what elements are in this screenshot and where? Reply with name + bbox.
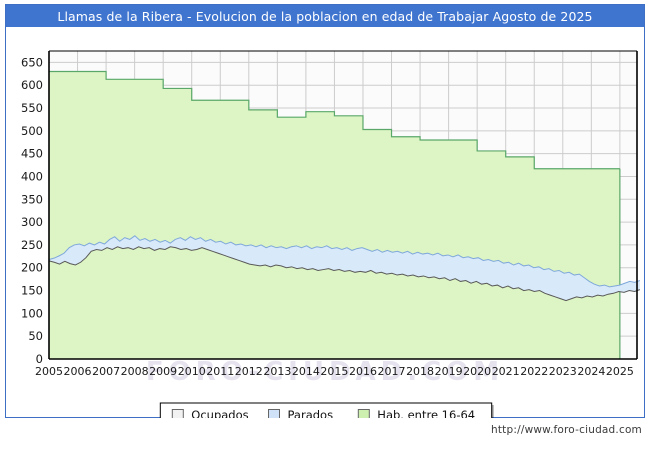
x-axis-tick-label: 2012 [235,365,263,378]
legend-label: Parados [288,408,334,418]
x-axis-tick-label: 2010 [178,365,206,378]
y-axis-tick-label: 600 [21,78,43,92]
series-line-parados [48,235,641,288]
x-axis-tick-label: 2006 [64,365,92,378]
page-title: Llamas de la Ribera - Evolucion de la po… [57,8,593,24]
y-axis-tick-label: 150 [21,284,43,298]
y-axis-tick-label: 400 [21,169,43,183]
y-axis-tick-label: 50 [28,329,43,343]
x-axis-tick-label: 2024 [577,365,605,378]
legend-swatch [171,409,184,418]
x-axis-tick-label: 2020 [463,365,491,378]
x-axis-tick-label: 2014 [292,365,320,378]
y-axis-tick-label: 0 [36,352,43,366]
x-axis-tick-label: 2013 [263,365,291,378]
x-axis-tick-label: 2025 [606,365,634,378]
y-axis-tick-label: 300 [21,215,43,229]
legend-swatch [268,409,280,418]
legend-box [159,402,493,418]
x-axis-tick-label: 2011 [206,365,234,378]
legend-swatch [357,409,370,418]
x-axis-tick-label: 2015 [320,365,348,378]
x-axis-tick-label: 2022 [520,365,548,378]
plot-area-wrapper: FORO-CIUDAD.COM FORO-CIUDAD.COM 05010015… [6,27,644,418]
y-axis-tick-label: 650 [21,55,43,69]
legend-label: Hab. entre 16-64 [377,408,475,418]
source-url: http://www.foro-ciudad.com [491,424,642,436]
chart-plot: 0 50 100 150 200 250 300 350 400 450 500 550 600 650 2… [21,50,641,418]
x-axis-tick-label: 2005 [35,365,63,378]
y-axis-tick-label: 550 [21,101,43,115]
y-axis-tick-label: 250 [21,238,43,252]
x-axis-tick-label: 2021 [492,365,520,378]
chart-container: Llamas de la Ribera - Evolucion de la po… [5,4,645,418]
chart-title-bar: Llamas de la Ribera - Evolucion de la po… [6,5,644,27]
series-area-parados [49,235,640,301]
y-axis-tick-label: 100 [21,306,43,320]
legend-label: Ocupados [191,408,248,418]
x-axis-tick-label: 2023 [549,365,577,378]
x-axis-tick-label: 2017 [378,365,406,378]
y-axis-tick-label: 350 [21,192,43,206]
y-axis-tick-label: 450 [21,147,43,161]
x-axis-tick-label: 2007 [92,365,120,378]
y-axis-tick-label: 500 [21,124,43,138]
x-axis-tick-label: 2008 [121,365,149,378]
x-axis-tick-label: 2016 [349,365,377,378]
series-line-hab-16-64 [49,70,620,170]
series-line-ocupados [48,246,641,302]
x-axis-tick-label: 2009 [149,365,177,378]
x-axis-tick-label: 2018 [406,365,434,378]
x-axis-tick-label: 2019 [435,365,463,378]
y-axis-tick-label: 200 [21,261,43,275]
